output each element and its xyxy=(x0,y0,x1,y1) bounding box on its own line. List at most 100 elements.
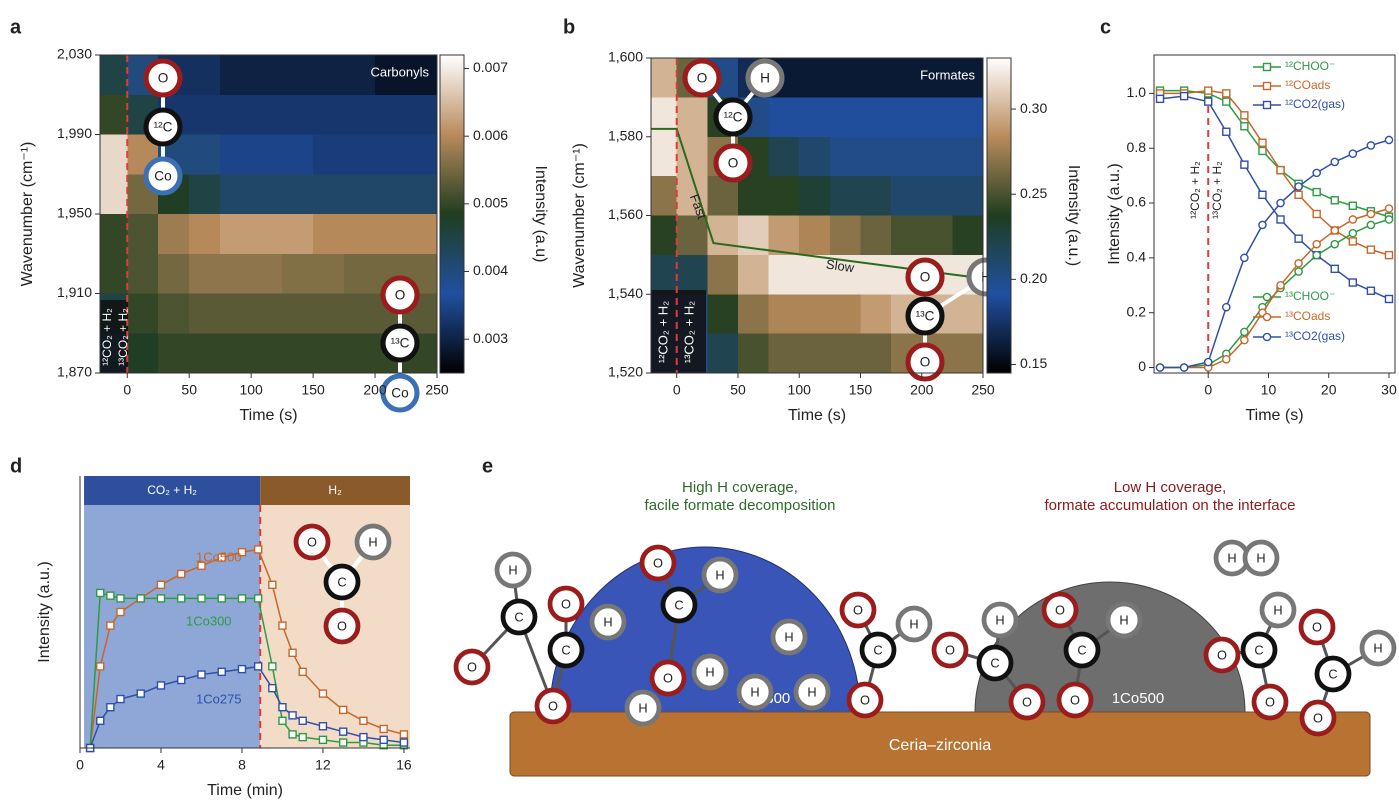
x-tick-label: 0 xyxy=(123,382,131,398)
panel-label: e xyxy=(482,455,493,477)
heat-cell xyxy=(651,136,678,177)
atom xyxy=(839,591,877,629)
atom-label: C xyxy=(514,609,523,624)
heat-cell xyxy=(251,333,283,374)
heat-cell xyxy=(220,94,252,135)
atom-label: O xyxy=(945,642,955,657)
atom-label: ¹²C xyxy=(154,120,173,135)
plot-frame xyxy=(1153,54,1396,374)
switch-label: ¹²CO₂ + H₂ xyxy=(100,308,114,366)
heat-cell xyxy=(768,176,800,216)
heat-cell xyxy=(127,333,159,374)
heat-cell xyxy=(921,176,953,216)
atom-label: H xyxy=(981,270,991,285)
trend-line xyxy=(651,127,984,280)
atom xyxy=(691,653,729,691)
x-tick-label: 20 xyxy=(1321,382,1337,398)
heat-cell xyxy=(860,97,892,138)
x-tick-label: 150 xyxy=(849,382,873,398)
marker xyxy=(298,732,307,742)
heat-cell xyxy=(707,254,739,295)
heat-cell xyxy=(829,97,861,138)
heat-cell xyxy=(799,136,831,177)
atom-label: O xyxy=(853,602,863,617)
marker xyxy=(116,694,125,704)
atom-label: O xyxy=(663,670,673,685)
heat-cell xyxy=(737,176,770,216)
marker xyxy=(1330,239,1340,249)
marker xyxy=(288,648,297,657)
marker xyxy=(1384,135,1394,145)
marker xyxy=(96,716,105,725)
marker xyxy=(116,594,125,603)
heat-cell xyxy=(707,176,739,216)
heat-cell xyxy=(860,136,892,177)
marker xyxy=(1294,190,1303,200)
heat-cell xyxy=(921,58,953,98)
heat-cell xyxy=(313,333,345,374)
atom-label: H xyxy=(807,684,816,699)
atom-label: Co xyxy=(391,386,408,401)
atom-label: C xyxy=(1077,642,1086,657)
heat-cell xyxy=(860,333,892,374)
atom xyxy=(905,296,945,336)
heat-cell xyxy=(344,293,376,334)
marker xyxy=(197,670,206,679)
y-axis-label: Wavenumber (cm⁻¹) xyxy=(571,143,588,288)
particle-label: 1Co500 xyxy=(1112,690,1165,707)
panel-label: c xyxy=(1100,16,1111,38)
heat-cell xyxy=(829,215,861,256)
heat-cell xyxy=(158,214,190,255)
legend-marker xyxy=(1262,292,1272,302)
heat-cell xyxy=(799,176,831,216)
marker xyxy=(1222,97,1231,106)
heat-cell xyxy=(100,55,128,96)
marker xyxy=(1294,267,1303,276)
marker xyxy=(1240,122,1249,131)
heat-cell xyxy=(220,293,252,334)
heat-cell xyxy=(251,214,283,255)
marker xyxy=(1258,220,1267,230)
marker xyxy=(106,621,115,630)
heat-cell xyxy=(651,97,678,138)
atom-label: H xyxy=(638,700,647,715)
marker xyxy=(1240,253,1249,263)
caption: Low H coverage, xyxy=(1114,479,1227,496)
caption: High H coverage, xyxy=(682,479,798,496)
heat-cell xyxy=(829,333,861,374)
marker xyxy=(399,730,409,739)
atom-label: ¹³C xyxy=(391,336,410,351)
marker xyxy=(1384,204,1394,213)
marker xyxy=(399,738,409,747)
marker xyxy=(1294,234,1303,243)
heat-cell xyxy=(952,215,984,256)
marker xyxy=(197,594,206,603)
support-label: Ceria–zirconia xyxy=(889,737,991,754)
marker xyxy=(1348,237,1358,246)
colorbar-tick-label: 0.006 xyxy=(473,127,508,143)
heat-cell xyxy=(189,55,221,96)
panel-label: a xyxy=(10,16,22,38)
atom xyxy=(624,689,662,727)
y-axis-label: Intensity (a.u.) xyxy=(36,561,53,662)
heat-cell xyxy=(860,294,892,335)
marker xyxy=(1330,264,1339,274)
atom-label: H xyxy=(705,664,714,679)
heat-cell xyxy=(100,253,128,294)
atom-label: C xyxy=(873,642,882,657)
x-tick-label: 50 xyxy=(730,382,746,398)
atom-label: C xyxy=(337,574,346,589)
atom xyxy=(1063,631,1101,669)
marker xyxy=(197,561,206,570)
heat-cell xyxy=(891,58,923,98)
atom-label: O xyxy=(920,270,931,285)
x-tick-label: 4 xyxy=(157,757,165,773)
atom xyxy=(547,585,585,623)
marker xyxy=(1204,86,1213,95)
heat-cell xyxy=(921,215,953,256)
heat-cell xyxy=(860,176,892,216)
switch-label: ¹³CO₂ + H₂ xyxy=(681,301,696,363)
heat-cell xyxy=(313,134,345,175)
heat-cell xyxy=(799,97,831,138)
x-axis-label: Time (s) xyxy=(788,407,846,424)
